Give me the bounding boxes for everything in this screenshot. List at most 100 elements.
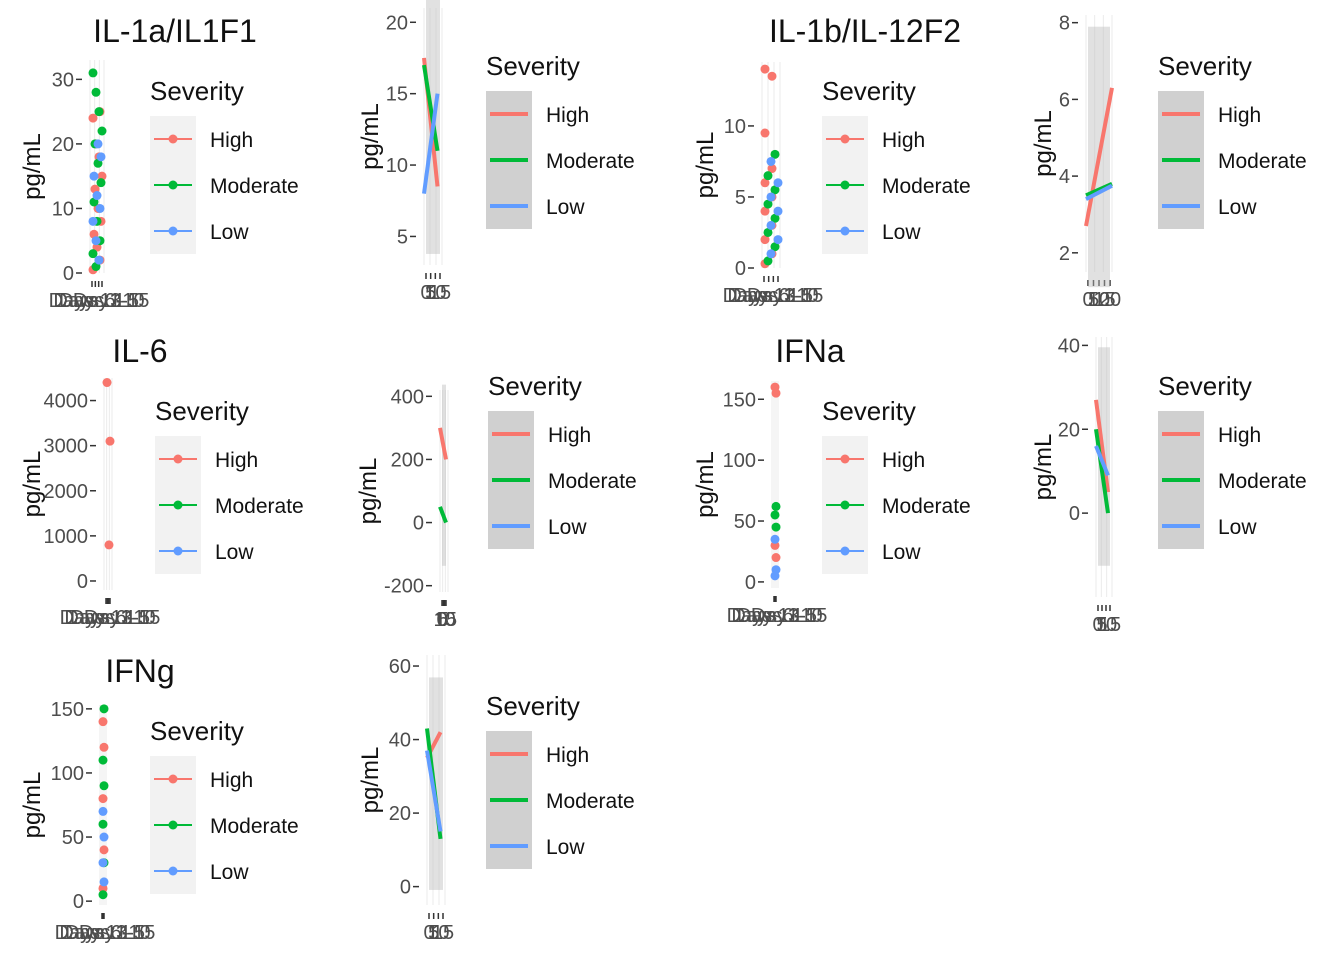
legend-item-label: High: [882, 449, 925, 472]
x-tick-label: 0: [1092, 614, 1103, 636]
legend-key-point: [840, 454, 850, 464]
y-tick-label: 0: [735, 258, 746, 280]
data-point-moderate: [763, 256, 773, 266]
data-point-low: [766, 192, 776, 202]
legend: Severity High Moderate Low: [150, 716, 299, 894]
x-tick-label: 5: [425, 282, 436, 304]
data-point-low: [766, 156, 776, 166]
trend-line-low: [1094, 445, 1110, 477]
x-tick-label: Days 11-15: [727, 605, 828, 627]
data-point-high: [771, 553, 781, 563]
legend: Severity High Moderate Low: [155, 396, 304, 574]
data-point-high: [760, 178, 770, 188]
legend: Severity High Moderate Low: [822, 76, 971, 254]
legend: Severity High Moderate Low: [486, 691, 635, 869]
legend-title: Severity: [150, 716, 244, 746]
y-axis-label: pg/mL: [19, 772, 46, 839]
legend-item-label: Moderate: [546, 150, 635, 173]
legend-title: Severity: [486, 51, 580, 81]
data-point-high: [104, 540, 114, 550]
data-point-low: [89, 171, 99, 181]
legend-key-point: [840, 546, 850, 556]
legend-key-point: [168, 134, 178, 144]
x-tick-label: Days 11-15: [723, 285, 824, 307]
x-tick-label: Day 1: [79, 922, 131, 944]
data-point-low: [766, 249, 776, 259]
data-point-moderate: [98, 819, 108, 829]
panel-title: IFNg: [105, 653, 174, 689]
trend-line-high: [438, 427, 448, 460]
y-tick-label: 20: [389, 803, 411, 825]
legend-item-label: Moderate: [215, 495, 304, 518]
y-tick-label: 50: [734, 511, 756, 533]
y-tick-label: -200: [384, 576, 424, 598]
chart-panel-6: pg/mL-2000200400051015SeverityHighModera…: [355, 371, 637, 631]
data-point-high: [88, 113, 98, 123]
legend-title: Severity: [1158, 51, 1252, 81]
data-point-moderate: [94, 107, 104, 117]
data-point-moderate: [770, 242, 780, 252]
legend-title: Severity: [486, 691, 580, 721]
y-tick-label: 0: [400, 877, 411, 899]
data-point-low: [96, 152, 106, 162]
y-tick-label: 40: [389, 730, 411, 752]
x-tick-label: Days 6-10: [727, 285, 818, 307]
x-tick-label: Days 3-5: [733, 285, 813, 307]
data-point-moderate: [98, 890, 108, 900]
legend-title: Severity: [150, 76, 244, 106]
data-point-high: [760, 64, 770, 74]
x-tick-label: Days 6-10: [59, 922, 150, 944]
y-axis-label: pg/mL: [19, 451, 46, 518]
legend-item-label: High: [546, 104, 589, 127]
x-tick-label: Day 1: [751, 605, 803, 627]
legend-item-label: High: [1218, 104, 1261, 127]
data-point-high: [102, 378, 112, 388]
y-axis-label: pg/mL: [692, 451, 719, 518]
x-tick-label: 0: [420, 282, 431, 304]
x-tick-label: Day 1: [84, 607, 136, 629]
legend-item-label: Low: [215, 541, 254, 564]
chart-panel-2: pg/mL5101520051015SeverityHighModerateLo…: [357, 0, 635, 304]
data-point-high: [771, 388, 781, 398]
legend-key-point: [168, 820, 178, 830]
data-point-moderate: [770, 149, 780, 159]
x-tick-label: 5: [438, 609, 449, 631]
y-tick-label: 3000: [44, 436, 89, 458]
y-tick-label: 0: [73, 891, 84, 913]
data-point-low: [94, 255, 104, 265]
y-tick-label: 30: [52, 69, 74, 91]
x-tick-label: 10: [1095, 614, 1117, 636]
y-axis-label: pg/mL: [1030, 434, 1057, 501]
data-point-moderate: [99, 704, 109, 714]
trend-line-low: [422, 93, 440, 194]
legend-item-label: Moderate: [210, 815, 299, 838]
y-tick-label: 60: [389, 656, 411, 678]
data-point-moderate: [770, 213, 780, 223]
legend-key-point: [168, 180, 178, 190]
legend-item-label: High: [1218, 424, 1261, 447]
y-tick-label: 10: [52, 198, 74, 220]
y-tick-label: 20: [386, 12, 408, 34]
data-point-moderate: [771, 522, 781, 532]
trend-line-low: [425, 750, 443, 832]
data-point-high: [760, 206, 770, 216]
y-tick-label: 0: [63, 263, 74, 285]
legend-key-point: [840, 226, 850, 236]
y-tick-label: 10: [724, 116, 746, 138]
legend-item-label: High: [210, 129, 253, 152]
legend: Severity High Moderate Low: [1158, 51, 1307, 229]
x-tick-label: Days 6-10: [53, 290, 144, 312]
legend: Severity High Moderate Low: [488, 371, 637, 549]
y-tick-label: 15: [386, 84, 408, 106]
panel-title: IL-6: [112, 333, 167, 369]
y-tick-label: 5: [397, 226, 408, 248]
y-tick-label: 2: [1059, 243, 1070, 265]
x-tick-label: Days 3-5: [65, 922, 145, 944]
legend-key-point: [168, 226, 178, 236]
x-tick-label: 10: [424, 282, 446, 304]
legend: Severity High Moderate Low: [822, 396, 971, 574]
y-tick-label: 5: [735, 187, 746, 209]
data-point-low: [93, 139, 103, 149]
